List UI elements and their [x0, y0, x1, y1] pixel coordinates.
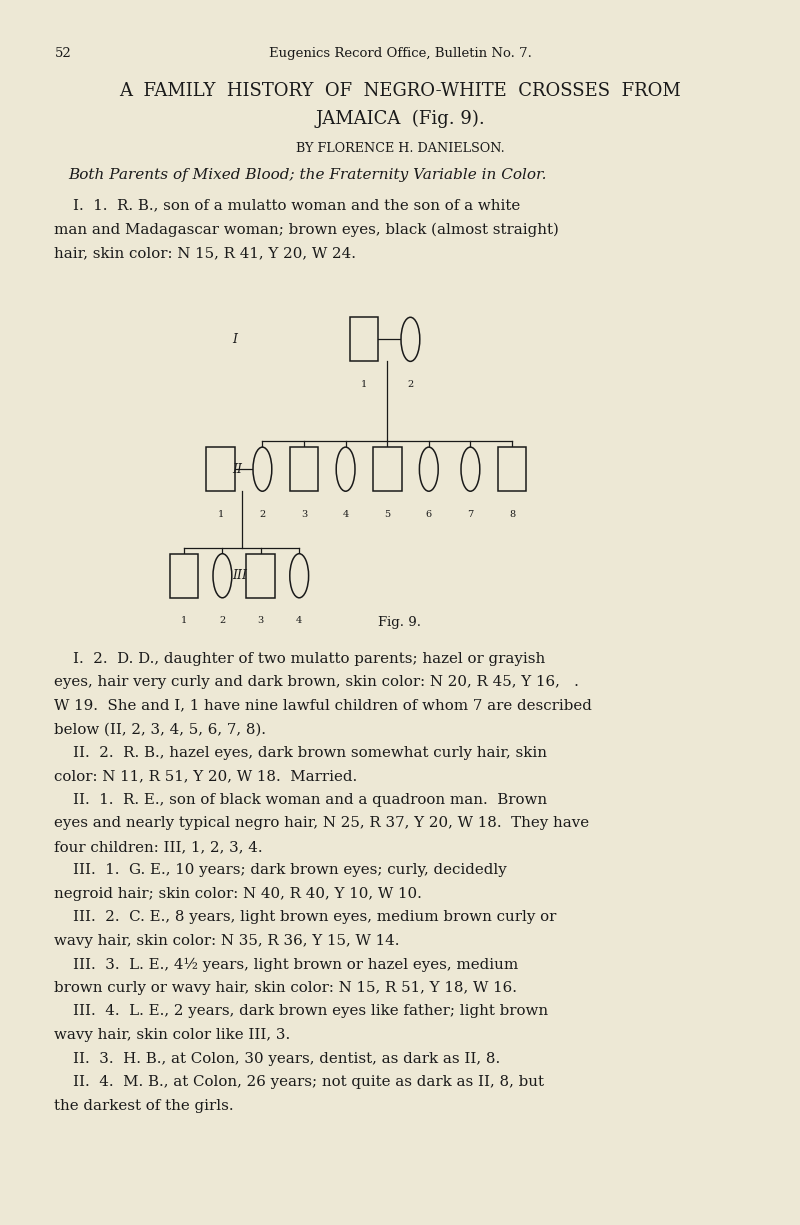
- Text: II.  3.  H. B., at Colon, 30 years, dentist, as dark as II, 8.: II. 3. H. B., at Colon, 30 years, dentis…: [54, 1051, 501, 1066]
- Ellipse shape: [336, 447, 355, 491]
- Text: 4: 4: [296, 616, 302, 625]
- Text: I.  2.  D. D., daughter of two mulatto parents; hazel or grayish: I. 2. D. D., daughter of two mulatto par…: [54, 652, 546, 665]
- Text: I: I: [232, 333, 237, 345]
- Text: 1: 1: [181, 616, 187, 625]
- Text: III.  3.  L. E., 4½ years, light brown or hazel eyes, medium: III. 3. L. E., 4½ years, light brown or …: [54, 958, 518, 971]
- Ellipse shape: [213, 554, 232, 598]
- Text: BY FLORENCE H. DANIELSON.: BY FLORENCE H. DANIELSON.: [296, 142, 504, 156]
- Text: 5: 5: [384, 510, 390, 518]
- Text: wavy hair, skin color like III, 3.: wavy hair, skin color like III, 3.: [54, 1028, 290, 1042]
- Text: hair, skin color: N 15, R 41, Y 20, W 24.: hair, skin color: N 15, R 41, Y 20, W 24…: [54, 246, 357, 260]
- Text: four children: III, 1, 2, 3, 4.: four children: III, 1, 2, 3, 4.: [54, 840, 263, 854]
- Bar: [498, 447, 526, 491]
- Bar: [350, 317, 378, 361]
- Text: color: N 11, R 51, Y 20, W 18.  Married.: color: N 11, R 51, Y 20, W 18. Married.: [54, 769, 358, 783]
- Text: Eugenics Record Office, Bulletin No. 7.: Eugenics Record Office, Bulletin No. 7.: [269, 47, 531, 60]
- Text: Fig. 9.: Fig. 9.: [378, 616, 422, 630]
- Text: II.  2.  R. B., hazel eyes, dark brown somewhat curly hair, skin: II. 2. R. B., hazel eyes, dark brown som…: [54, 746, 547, 760]
- Text: 2: 2: [259, 510, 266, 518]
- Text: JAMAICA  (Fig. 9).: JAMAICA (Fig. 9).: [315, 110, 485, 129]
- Text: below (II, 2, 3, 4, 5, 6, 7, 8).: below (II, 2, 3, 4, 5, 6, 7, 8).: [54, 723, 266, 736]
- Text: III.  2.  C. E., 8 years, light brown eyes, medium brown curly or: III. 2. C. E., 8 years, light brown eyes…: [54, 910, 557, 925]
- Text: Both Parents of Mixed Blood; the Fraternity Variable in Color.: Both Parents of Mixed Blood; the Fratern…: [68, 168, 546, 181]
- Bar: [170, 554, 198, 598]
- Text: 2: 2: [219, 616, 226, 625]
- Text: negroid hair; skin color: N 40, R 40, Y 10, W 10.: negroid hair; skin color: N 40, R 40, Y …: [54, 887, 422, 900]
- Text: 4: 4: [342, 510, 349, 518]
- Text: II: II: [232, 463, 242, 475]
- Text: III.  1.  G. E., 10 years; dark brown eyes; curly, decidedly: III. 1. G. E., 10 years; dark brown eyes…: [54, 864, 507, 877]
- Text: II.  4.  M. B., at Colon, 26 years; not quite as dark as II, 8, but: II. 4. M. B., at Colon, 26 years; not qu…: [54, 1076, 544, 1089]
- Text: man and Madagascar woman; brown eyes, black (almost straight): man and Madagascar woman; brown eyes, bl…: [54, 223, 559, 236]
- Text: 52: 52: [54, 47, 71, 60]
- Text: 3: 3: [301, 510, 307, 518]
- Text: II.  1.  R. E., son of black woman and a quadroon man.  Brown: II. 1. R. E., son of black woman and a q…: [54, 793, 547, 807]
- Text: III.  4.  L. E., 2 years, dark brown eyes like father; light brown: III. 4. L. E., 2 years, dark brown eyes …: [54, 1004, 549, 1018]
- Text: eyes and nearly typical negro hair, N 25, R 37, Y 20, W 18.  They have: eyes and nearly typical negro hair, N 25…: [54, 816, 590, 831]
- Ellipse shape: [401, 317, 420, 361]
- Text: the darkest of the girls.: the darkest of the girls.: [54, 1099, 234, 1112]
- Bar: [290, 447, 318, 491]
- Text: W 19.  She and I, 1 have nine lawful children of whom 7 are described: W 19. She and I, 1 have nine lawful chil…: [54, 698, 592, 713]
- Ellipse shape: [419, 447, 438, 491]
- Text: 6: 6: [426, 510, 432, 518]
- Ellipse shape: [253, 447, 272, 491]
- Text: 7: 7: [467, 510, 474, 518]
- Text: 8: 8: [509, 510, 515, 518]
- Text: 2: 2: [407, 380, 414, 388]
- Text: brown curly or wavy hair, skin color: N 15, R 51, Y 18, W 16.: brown curly or wavy hair, skin color: N …: [54, 981, 518, 995]
- Text: wavy hair, skin color: N 35, R 36, Y 15, W 14.: wavy hair, skin color: N 35, R 36, Y 15,…: [54, 933, 400, 948]
- Text: III: III: [232, 570, 247, 582]
- Text: A  FAMILY  HISTORY  OF  NEGRO-WHITE  CROSSES  FROM: A FAMILY HISTORY OF NEGRO-WHITE CROSSES …: [119, 82, 681, 100]
- Bar: [206, 447, 235, 491]
- Bar: [373, 447, 402, 491]
- Text: I.  1.  R. B., son of a mulatto woman and the son of a white: I. 1. R. B., son of a mulatto woman and …: [54, 198, 521, 212]
- Text: 1: 1: [218, 510, 224, 518]
- Text: 3: 3: [258, 616, 264, 625]
- Text: eyes, hair very curly and dark brown, skin color: N 20, R 45, Y 16,   .: eyes, hair very curly and dark brown, sk…: [54, 675, 579, 690]
- Text: 1: 1: [361, 380, 367, 388]
- Ellipse shape: [290, 554, 309, 598]
- Bar: [246, 554, 275, 598]
- Ellipse shape: [461, 447, 480, 491]
